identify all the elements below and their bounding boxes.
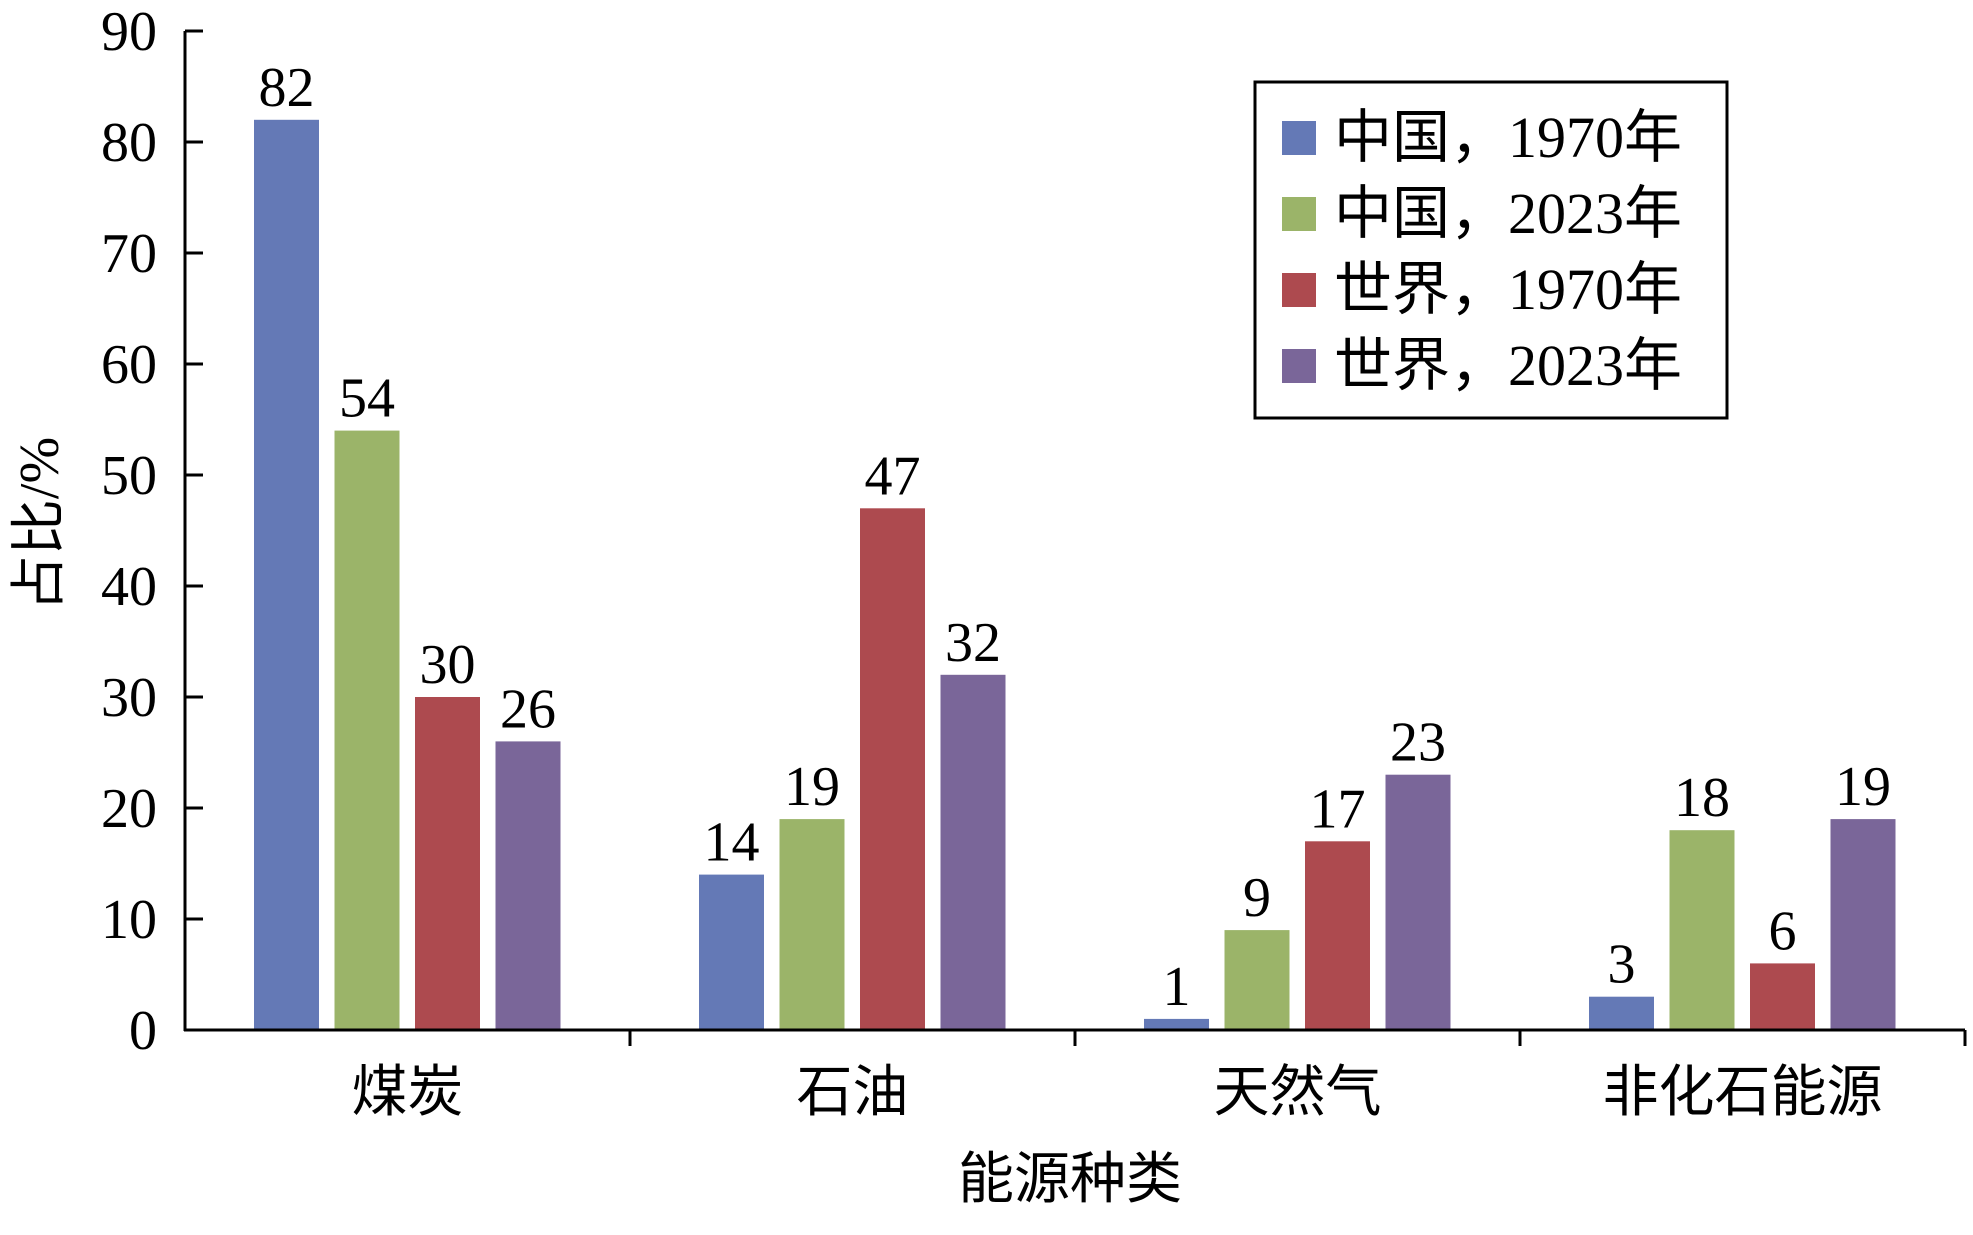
data-label: 82 xyxy=(259,57,315,119)
x-tick-label: 天然气 xyxy=(1214,1062,1382,1124)
bars-layer xyxy=(254,119,1896,1031)
legend-swatch-2 xyxy=(1282,273,1316,307)
bar xyxy=(940,674,1006,1030)
bar xyxy=(1589,996,1654,1030)
legend-label-1: 中国，2023年 xyxy=(1334,181,1682,246)
y-tick-label: 30 xyxy=(101,667,157,729)
y-tick-label: 90 xyxy=(101,1,157,63)
y-tick-label: 50 xyxy=(101,445,157,507)
legend-swatch-0 xyxy=(1282,121,1316,155)
data-label: 47 xyxy=(865,445,921,507)
bar xyxy=(1224,930,1290,1030)
legend-label-2: 世界，1970年 xyxy=(1334,257,1682,322)
x-tick-label: 石油 xyxy=(797,1062,909,1124)
bar xyxy=(860,508,925,1030)
y-tick-label: 40 xyxy=(101,556,157,618)
x-tick-label: 非化石能源 xyxy=(1603,1062,1883,1124)
data-label: 30 xyxy=(420,634,476,696)
legend: 中国，1970年 中国，2023年 世界，1970年 世界，2023年 xyxy=(1253,80,1729,420)
data-label: 19 xyxy=(784,756,840,818)
data-label: 17 xyxy=(1310,778,1366,840)
y-axis-title: 占比/% xyxy=(9,437,71,611)
legend-label-0: 中国，1970年 xyxy=(1334,105,1682,170)
y-tick-label: 60 xyxy=(101,334,157,396)
data-label: 32 xyxy=(945,612,1001,674)
data-label: 26 xyxy=(500,678,556,740)
legend-box xyxy=(1253,80,1729,420)
y-tick-label: 0 xyxy=(129,1000,157,1062)
data-label: 14 xyxy=(704,812,760,874)
bar xyxy=(699,874,764,1030)
legend-label-3: 世界，2023年 xyxy=(1334,333,1682,398)
y-ticks-layer: 0 10 20 30 40 50 60 70 80 90 xyxy=(101,1,203,1062)
bar xyxy=(1750,963,1815,1030)
data-label: 23 xyxy=(1390,712,1446,774)
bar xyxy=(1385,774,1451,1030)
x-tick-label: 煤炭 xyxy=(352,1062,464,1124)
legend-swatch-3 xyxy=(1282,349,1316,383)
data-label: 1 xyxy=(1163,956,1191,1018)
x-ticks-layer xyxy=(628,1030,1967,1046)
data-label: 18 xyxy=(1674,767,1730,829)
bar xyxy=(495,741,561,1030)
y-tick-label: 80 xyxy=(101,112,157,174)
bar xyxy=(1830,819,1896,1030)
data-label: 3 xyxy=(1608,934,1636,996)
x-axis-title: 能源种类 xyxy=(958,1149,1182,1211)
data-label: 54 xyxy=(339,368,395,430)
bar xyxy=(779,819,845,1030)
y-tick-label: 20 xyxy=(101,778,157,840)
data-label: 19 xyxy=(1835,756,1891,818)
bar xyxy=(1305,841,1370,1030)
data-label: 9 xyxy=(1243,867,1271,929)
data-label: 6 xyxy=(1769,900,1797,962)
bar xyxy=(1144,1018,1209,1030)
y-tick-label: 10 xyxy=(101,889,157,951)
y-tick-label: 70 xyxy=(101,223,157,285)
bar xyxy=(1669,830,1735,1030)
legend-swatch-1 xyxy=(1282,197,1316,231)
value-labels-layer: 82 14 1 3 54 19 9 18 30 47 17 6 26 32 23 19 xyxy=(259,57,1892,1018)
bar xyxy=(415,697,480,1030)
bar xyxy=(254,119,319,1031)
bar xyxy=(334,430,400,1031)
category-labels-layer: 煤炭 石油 天然气 非化石能源 xyxy=(352,1062,1883,1124)
